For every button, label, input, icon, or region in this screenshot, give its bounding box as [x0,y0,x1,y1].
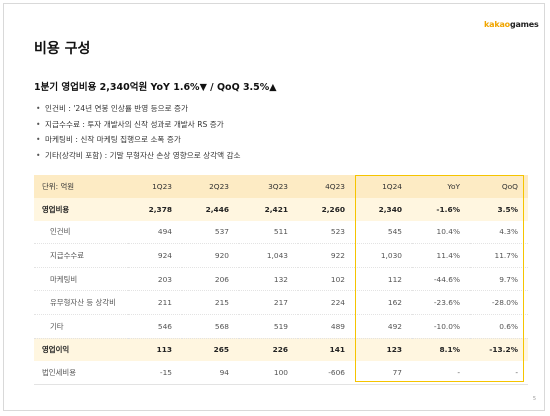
table-cell: 인건비 [34,220,128,245]
table-header-cell: 1Q23 [128,175,182,198]
table-cell: - [470,361,528,385]
table-cell: 162 [355,290,412,315]
table-header-cell: QoQ [470,175,528,198]
table-cell: 206 [182,267,239,292]
table-cell: 영업이익 [34,338,128,362]
table-row: 유무형자산 등 상각비 211 215 217 224 162 -23.6% -… [34,290,528,315]
kakaogames-logo: kakaogames [484,20,539,29]
table-row: 법인세비용 -15 94 100 -606 77 - - [34,361,528,385]
bullet-item: 마케팅비 : 신작 마케팅 집행으로 소폭 증가 [36,132,240,148]
table-cell: -15 [128,361,182,385]
table-cell: 9.7% [470,267,528,292]
table-cell: 211 [128,290,182,315]
table-header-cell: 2Q23 [182,175,239,198]
bullet-item: 지급수수료 : 투자 개발사의 신작 성과로 개발사 RS 증가 [36,117,240,133]
table-cell: 기타 [34,314,128,339]
table-cell: 492 [355,314,412,339]
table-cell: 유무형자산 등 상각비 [34,290,128,315]
table-cell: 523 [298,220,355,245]
table-cell: 922 [298,243,355,268]
table-cell: 920 [182,243,239,268]
table-cell: 224 [298,290,355,315]
table-cell: 226 [239,338,298,362]
table-row: 지급수수료 924 920 1,043 922 1,030 11.4% 11.7… [34,243,528,268]
table-cell: -10.0% [412,314,470,339]
table-cell: 2,421 [239,198,298,221]
table-cell: 545 [355,220,412,245]
table-cell: 2,378 [128,198,182,221]
bullet-item: 인건비 : '24년 연봉 인상률 반영 등으로 증가 [36,101,240,117]
table-cell: 10.4% [412,220,470,245]
table-cell: 77 [355,361,412,385]
table-header-cell: 단위: 억원 [34,175,128,198]
table-cell: 지급수수료 [34,243,128,268]
table-cell: -23.6% [412,290,470,315]
cost-table: 단위: 억원 1Q23 2Q23 3Q23 4Q23 1Q24 YoY QoQ … [34,175,528,385]
table-cell: 537 [182,220,239,245]
table-cell: 1,030 [355,243,412,268]
table-cell: 546 [128,314,182,339]
table-header-cell: 4Q23 [298,175,355,198]
table-cell: 0.6% [470,314,528,339]
table-cell: 132 [239,267,298,292]
table-cell: 8.1% [412,338,470,362]
table-cell: 2,340 [355,198,412,221]
table-cell: 924 [128,243,182,268]
table-cell: 265 [182,338,239,362]
logo-kakao-text: kakao [484,20,510,29]
table-cell: 마케팅비 [34,267,128,292]
table-cell: -1.6% [412,198,470,221]
table-cell: 2,446 [182,198,239,221]
table-header-cell: YoY [412,175,470,198]
table-cell: 2,260 [298,198,355,221]
table-cell: 11.4% [412,243,470,268]
table-cell: - [412,361,470,385]
table-cell: -13.2% [470,338,528,362]
table-cell: 100 [239,361,298,385]
table-cell: 영업비용 [34,198,128,221]
table-cell: 3.5% [470,198,528,221]
table-cell: 112 [355,267,412,292]
slide: kakaogames 비용 구성 1분기 영업비용 2,340억원 YoY 1.… [3,3,545,411]
table-cell: 1,043 [239,243,298,268]
table-header-cell: 1Q24 [355,175,412,198]
table-cell: 141 [298,338,355,362]
table-row: 영업비용 2,378 2,446 2,421 2,260 2,340 -1.6%… [34,198,528,221]
table-row: 기타 546 568 519 489 492 -10.0% 0.6% [34,314,528,339]
table-cell: 494 [128,220,182,245]
table-cell: -28.0% [470,290,528,315]
table-cell: 11.7% [470,243,528,268]
table-cell: 489 [298,314,355,339]
page-title: 비용 구성 [34,41,91,57]
table-header-row: 단위: 억원 1Q23 2Q23 3Q23 4Q23 1Q24 YoY QoQ [34,175,528,198]
table-header-cell: 3Q23 [239,175,298,198]
table-row: 인건비 494 537 511 523 545 10.4% 4.3% [34,220,528,245]
table-cell: 102 [298,267,355,292]
table-cell: 123 [355,338,412,362]
table-cell: 94 [182,361,239,385]
table-cell: 217 [239,290,298,315]
bullet-list: 인건비 : '24년 연봉 인상률 반영 등으로 증가 지급수수료 : 투자 개… [36,101,240,163]
page-number: 5 [532,396,536,402]
table-cell: -44.6% [412,267,470,292]
table-cell: 203 [128,267,182,292]
table-row: 영업이익 113 265 226 141 123 8.1% -13.2% [34,338,528,362]
table-cell: 113 [128,338,182,362]
table-cell: 519 [239,314,298,339]
headline: 1분기 영업비용 2,340억원 YoY 1.6%▼ / QoQ 3.5%▲ [34,82,277,93]
bullet-item: 기타(상각비 포함) : 기말 무형자산 손상 영향으로 상각액 감소 [36,148,240,164]
table-cell: -606 [298,361,355,385]
logo-games-text: games [509,20,539,29]
table-row: 마케팅비 203 206 132 102 112 -44.6% 9.7% [34,267,528,292]
table-cell: 4.3% [470,220,528,245]
table-cell: 법인세비용 [34,361,128,385]
table-cell: 215 [182,290,239,315]
table-cell: 568 [182,314,239,339]
table-cell: 511 [239,220,298,245]
